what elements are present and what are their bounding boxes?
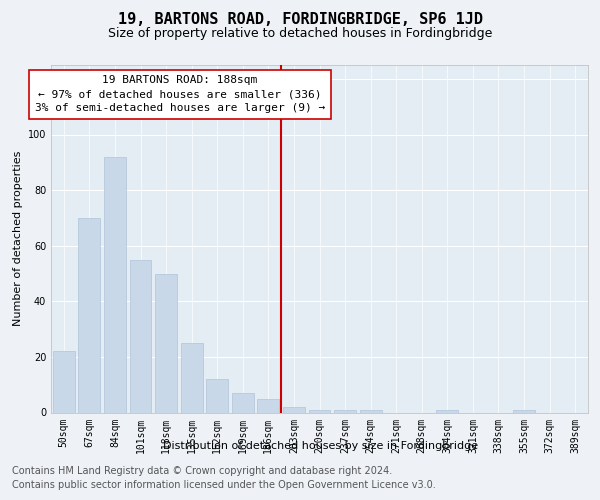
Text: Contains HM Land Registry data © Crown copyright and database right 2024.: Contains HM Land Registry data © Crown c…	[12, 466, 392, 476]
Y-axis label: Number of detached properties: Number of detached properties	[13, 151, 23, 326]
Bar	[104, 156, 126, 412]
Bar	[130, 260, 151, 412]
Bar	[79, 218, 100, 412]
Bar	[53, 352, 74, 412]
Text: Distribution of detached houses by size in Fordingbridge: Distribution of detached houses by size …	[163, 441, 479, 451]
Bar	[360, 410, 382, 412]
Text: Contains public sector information licensed under the Open Government Licence v3: Contains public sector information licen…	[12, 480, 436, 490]
Bar	[257, 398, 279, 412]
Text: 19 BARTONS ROAD: 188sqm
← 97% of detached houses are smaller (336)
3% of semi-de: 19 BARTONS ROAD: 188sqm ← 97% of detache…	[35, 76, 325, 114]
Bar	[513, 410, 535, 412]
Bar	[181, 343, 203, 412]
Bar	[155, 274, 177, 412]
Bar	[206, 379, 228, 412]
Bar	[283, 407, 305, 412]
Bar	[436, 410, 458, 412]
Text: Size of property relative to detached houses in Fordingbridge: Size of property relative to detached ho…	[108, 28, 492, 40]
Bar	[232, 393, 254, 412]
Text: 19, BARTONS ROAD, FORDINGBRIDGE, SP6 1JD: 19, BARTONS ROAD, FORDINGBRIDGE, SP6 1JD	[118, 12, 482, 28]
Bar	[308, 410, 331, 412]
Bar	[334, 410, 356, 412]
